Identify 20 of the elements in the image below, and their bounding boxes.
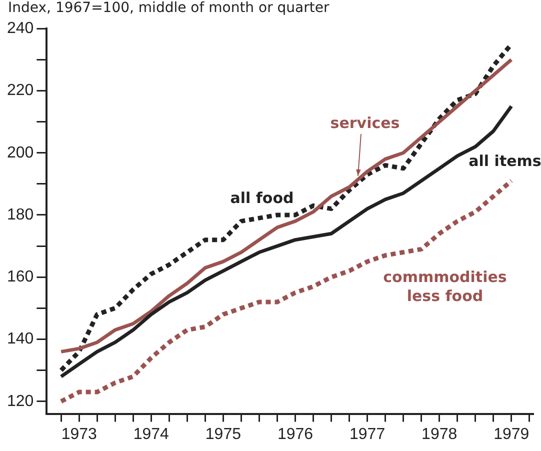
series-label: commmodities less food	[383, 268, 507, 305]
y-tick-label: 240	[6, 20, 34, 38]
line-series	[58, 178, 514, 404]
y-tick-label: 200	[6, 144, 34, 162]
x-tick-label: 1974	[133, 426, 170, 443]
y-tick-label: 220	[6, 82, 34, 100]
y-tick-label: 140	[6, 330, 34, 348]
x-tick-label: 1973	[61, 426, 98, 443]
x-tick-label: 1978	[422, 426, 458, 443]
series-label: services	[330, 114, 400, 132]
y-tick-label: 120	[6, 392, 34, 410]
chart-title: Index, 1967=100, middle of month or quarter	[8, 0, 330, 16]
x-tick-label: 1979	[494, 426, 530, 443]
x-tick-label: 1976	[277, 426, 314, 443]
y-tick-label: 160	[6, 268, 34, 286]
x-tick-label: 1975	[205, 426, 242, 443]
series-label: all items	[468, 152, 541, 170]
y-tick-label: 180	[6, 206, 34, 224]
series-label: all food	[230, 188, 294, 207]
x-tick-label: 1977	[350, 426, 386, 443]
